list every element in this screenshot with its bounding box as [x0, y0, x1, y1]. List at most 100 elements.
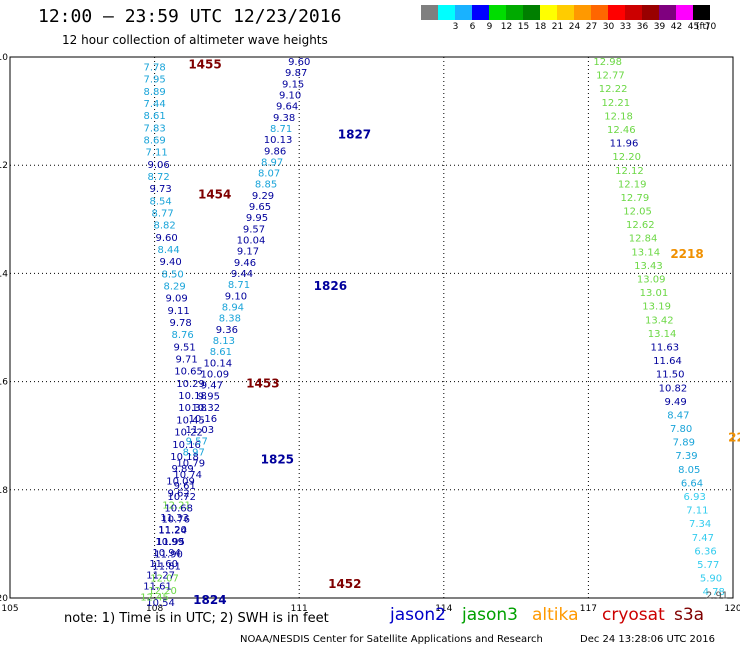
swh-value: 11.96 [610, 139, 639, 150]
legend-label: 18 [534, 22, 547, 32]
swh-value: 9.61 [174, 481, 196, 492]
swh-value: 8.76 [171, 330, 193, 341]
swh-value: 9.44 [231, 269, 253, 280]
swh-value: 9.62 [167, 488, 189, 499]
swh-value: 9.40 [159, 257, 181, 268]
legend-swatch [608, 5, 625, 20]
swh-value: 9.09 [165, 294, 187, 305]
swh-value: 8.77 [151, 208, 173, 219]
satellite-label-jason3: jason3 [462, 605, 518, 625]
swh-value: 11.64 [653, 356, 682, 367]
swh-value: 12.20 [612, 152, 641, 163]
swh-value: 7.89 [673, 438, 695, 449]
swh-value: 8.72 [147, 172, 169, 183]
swh-value: 11.95 [156, 537, 185, 548]
legend-label: 70 [704, 22, 717, 32]
pass-time-label: 2218 [670, 247, 703, 261]
legend-swatch [455, 5, 472, 20]
swh-value: 9.78 [169, 318, 191, 329]
swh-value: 13.09 [637, 275, 666, 286]
legend-label: 30 [602, 22, 615, 32]
legend-swatch [540, 5, 557, 20]
swh-value: 12.20 [148, 586, 177, 597]
swh-value: 9.10 [279, 90, 301, 101]
swh-value: 7.39 [675, 451, 697, 462]
swh-value: 12.21 [162, 501, 191, 512]
swh-value: 8.61 [143, 111, 165, 122]
swh-value: 8.13 [213, 336, 235, 347]
swh-value: 8.97 [183, 448, 205, 459]
swh-value: 9.95 [246, 213, 268, 224]
swh-value: 11.27 [146, 570, 175, 581]
swh-value: 6.64 [681, 478, 703, 489]
swh-value: 7.44 [143, 99, 165, 110]
swh-value: 12.98 [593, 57, 622, 68]
swh-value: 12.19 [618, 179, 647, 190]
legend-swatch [625, 5, 642, 20]
swh-value: 9.49 [665, 397, 687, 408]
lat-tick-label: -18 [0, 486, 8, 496]
swh-value: 7.34 [689, 519, 711, 530]
swh-value: 8.89 [143, 87, 165, 98]
swh-value: 12.21 [602, 98, 631, 109]
satellite-label-jason2: jason2 [390, 605, 446, 625]
legend-label: 42 [670, 22, 683, 32]
swh-value: 8.69 [143, 135, 165, 146]
swh-value: 11.60 [149, 559, 178, 570]
swh-value: 9.10 [225, 291, 247, 302]
swh-value: 7.11 [145, 148, 167, 159]
swh-value: 6.93 [684, 492, 706, 503]
swh-value: 10.14 [204, 358, 233, 369]
swh-value: 7.78 [143, 62, 165, 73]
swh-value: 11.24 [158, 526, 187, 537]
swh-value: 8.47 [667, 410, 689, 421]
swh-value: 9.71 [175, 355, 197, 366]
swh-value: 5.90 [700, 574, 722, 585]
swh-value: 8.05 [678, 465, 700, 476]
swh-value: 8.82 [153, 221, 175, 232]
swh-value: 8.85 [255, 180, 277, 191]
swh-value: 8.07 [258, 169, 280, 180]
swh-value: 9.86 [264, 146, 286, 157]
swh-value: 9.17 [237, 247, 259, 258]
swh-value: 11.20 [158, 525, 187, 536]
swh-value: 7.95 [143, 75, 165, 86]
satellite-label-cryosat: cryosat [602, 605, 665, 625]
legend-label: 6 [469, 22, 476, 32]
legend-swatch [574, 5, 591, 20]
legend-swatch [659, 5, 676, 20]
swh-value: 10.74 [173, 470, 202, 481]
swh-value: 13.42 [645, 315, 674, 326]
swh-value: 10.38 [178, 403, 207, 414]
swh-value: 11.63 [650, 342, 679, 353]
swh-value: 12.79 [621, 193, 650, 204]
swh-value: 8.71 [228, 280, 250, 291]
pass-time-label: 1452 [328, 577, 361, 591]
swh-value: 10.72 [167, 492, 196, 503]
lon-tick-label: 111 [291, 604, 308, 614]
pass-time-label: 221 [728, 431, 740, 445]
swh-value: 10.29 [176, 379, 205, 390]
legend-label: 21 [551, 22, 564, 32]
satellite-label-s3a: s3a [674, 605, 705, 625]
swh-value: 10.32 [191, 403, 220, 414]
legend-swatch [676, 5, 693, 20]
swh-value: 7.47 [692, 533, 714, 544]
swh-value: 9.36 [216, 325, 238, 336]
swh-value: 10.45 [176, 415, 205, 426]
lon-tick-label: 120 [724, 604, 740, 614]
swh-value: 12.22 [599, 84, 628, 95]
lon-tick-label: 114 [435, 604, 452, 614]
swh-value: 11.90 [154, 549, 183, 560]
footer-timestamp: Dec 24 13:28:06 UTC 2016 [580, 634, 715, 645]
swh-value: 9.46 [234, 258, 256, 269]
pass-time-label: 1455 [188, 57, 221, 71]
swh-value: 10.09 [166, 476, 195, 487]
swh-value: 11.03 [185, 425, 214, 436]
lon-tick-label: 117 [580, 604, 597, 614]
swh-value: 10.04 [237, 236, 266, 247]
swh-value: 12.07 [150, 574, 179, 585]
swh-value: 10.94 [152, 548, 181, 559]
swh-value: 10.22 [174, 428, 203, 439]
swh-value: 8.50 [161, 269, 183, 280]
